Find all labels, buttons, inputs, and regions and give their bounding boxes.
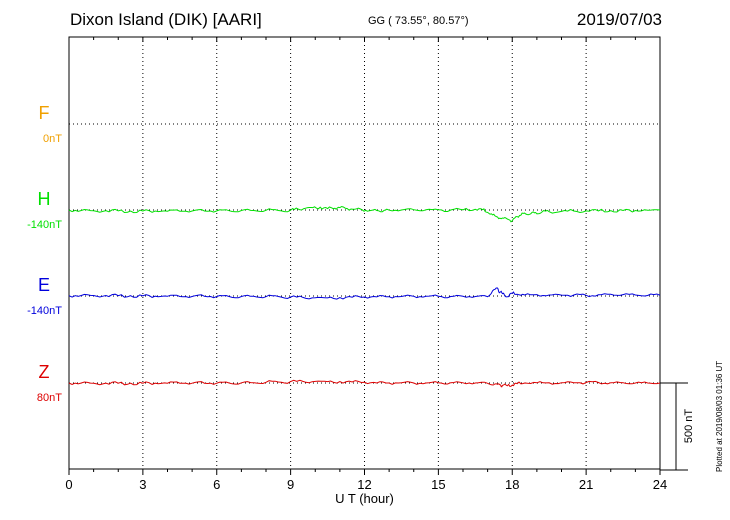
- x-axis-label: U T (hour): [335, 491, 394, 506]
- series-line-z: [68, 379, 661, 388]
- x-tick-label: 0: [65, 477, 72, 492]
- series-baseline-e: -140nT: [27, 305, 62, 317]
- series-name-f: F: [39, 103, 50, 123]
- series-baseline-z: 80nT: [37, 392, 62, 404]
- series-line-h: [68, 205, 661, 223]
- x-tick-label: 15: [431, 477, 445, 492]
- x-tick-label: 12: [357, 477, 371, 492]
- x-tick-label: 9: [287, 477, 294, 492]
- series-name-h: H: [38, 189, 51, 209]
- x-tick-label: 3: [139, 477, 146, 492]
- series-baseline-f: 0nT: [43, 133, 62, 145]
- series-baseline-h: -140nT: [27, 219, 62, 231]
- plotted-note: Plotted at 2019/08/03 01:36 UT: [715, 360, 724, 472]
- x-tick-label: 18: [505, 477, 519, 492]
- series-line-e: [68, 287, 661, 300]
- x-tick-label: 24: [653, 477, 667, 492]
- series-name-z: Z: [39, 362, 50, 382]
- x-tick-label: 21: [579, 477, 593, 492]
- scale-bar-label: 500 nT: [683, 409, 695, 444]
- station-title: Dixon Island (DIK) [AARI]: [70, 10, 262, 29]
- coordinates-label: GG ( 73.55°, 80.57°): [368, 15, 469, 27]
- series-name-e: E: [38, 275, 50, 295]
- x-tick-label: 6: [213, 477, 220, 492]
- date-label: 2019/07/03: [576, 10, 662, 29]
